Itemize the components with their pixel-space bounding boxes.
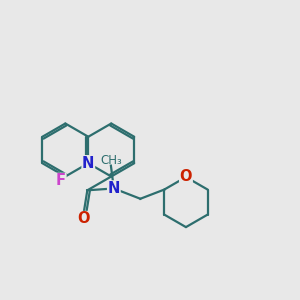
Text: O: O [77, 211, 90, 226]
Text: N: N [82, 156, 94, 171]
Text: N: N [108, 181, 120, 196]
Text: F: F [56, 173, 66, 188]
Text: O: O [180, 169, 192, 184]
Text: CH₃: CH₃ [100, 154, 122, 167]
